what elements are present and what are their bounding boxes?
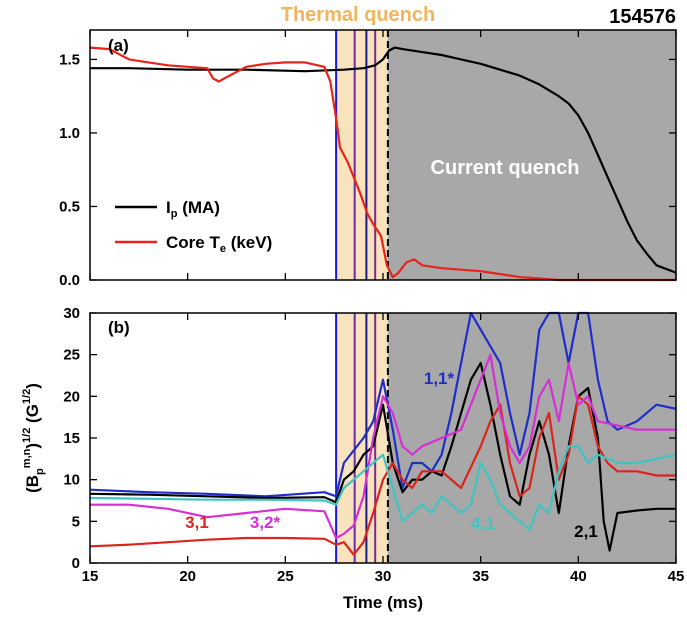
series-line-4-1 bbox=[89, 445, 677, 531]
panel-a: 0.0 0.5 1.0 1.5 (a) Current quench Ip (MA) … bbox=[59, 29, 677, 289]
series-line-i-p-ma bbox=[90, 46, 677, 274]
panel-b: 15 20 25 30 35 40 45 0 5 10 15 20 25 30 (b) 3,1 3,2* 1,… bbox=[21, 305, 684, 612]
current-quench-region-a bbox=[387, 30, 676, 280]
y-tick-label: 30 bbox=[63, 305, 80, 322]
series-line-3-1 bbox=[89, 395, 676, 556]
series-label-2-1: 2,1 bbox=[574, 522, 598, 541]
y-tick-label: 1.5 bbox=[59, 51, 80, 68]
series-label-3-1: 3,1 bbox=[185, 513, 209, 532]
x-tick-label: 40 bbox=[570, 568, 587, 585]
x-tick-label: 15 bbox=[82, 568, 99, 585]
thermal-quench-title: Thermal quench bbox=[281, 4, 435, 26]
y-tick-label: 0.5 bbox=[59, 198, 80, 215]
x-tick-label: 25 bbox=[277, 568, 294, 585]
series-label-3-2: 3,2* bbox=[250, 513, 281, 532]
y-axis-label: (Bpm,n)1/2 (G1/2) bbox=[21, 383, 46, 493]
x-axis-label: Time (ms) bbox=[343, 593, 423, 612]
series-line-3-2 bbox=[90, 353, 676, 540]
y-tick-label: 5 bbox=[72, 513, 80, 530]
shot-number: 154576 bbox=[609, 6, 676, 28]
y-tick-label: 25 bbox=[63, 347, 80, 364]
series-line-core-t-e-kev bbox=[89, 46, 676, 282]
panel-a-label: (a) bbox=[108, 36, 129, 55]
current-quench-annotation: Current quench bbox=[431, 157, 580, 179]
x-tick-label: 30 bbox=[375, 568, 392, 585]
x-tick-label: 45 bbox=[668, 568, 685, 585]
y-tick-label: 0.0 bbox=[59, 272, 80, 289]
legend-label-ip: Ip (MA) bbox=[166, 198, 220, 220]
y-tick-label: 15 bbox=[63, 430, 80, 447]
y-tick-label: 20 bbox=[63, 388, 80, 405]
x-tick-label: 20 bbox=[179, 568, 196, 585]
panel-b-label: (b) bbox=[108, 318, 130, 337]
thermal-quench-region-b bbox=[336, 313, 388, 563]
y-tick-label: 10 bbox=[63, 472, 80, 489]
legend-label-te: Core Te (keV) bbox=[166, 233, 272, 255]
y-tick-label: 1.0 bbox=[59, 125, 80, 142]
series-label-4-1: 4,1 bbox=[471, 514, 495, 533]
y-tick-label: 0 bbox=[72, 555, 80, 572]
legend: Ip (MA) Core Te (keV) bbox=[115, 198, 272, 255]
series-label-1-1: 1,1* bbox=[424, 369, 455, 388]
x-tick-label: 35 bbox=[472, 568, 489, 585]
series-line-2-1 bbox=[89, 361, 676, 552]
